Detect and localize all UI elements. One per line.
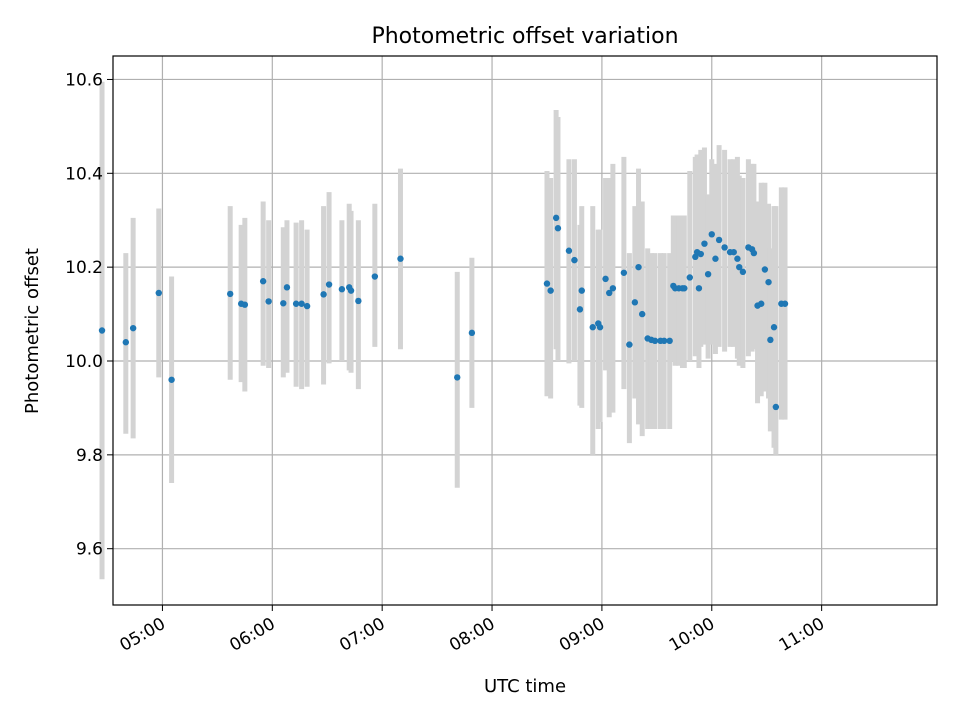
y-axis-ticks: 9.6 9.8 10.0 10.2 10.4 10.6 <box>65 70 113 560</box>
data-point <box>697 250 704 258</box>
data-point <box>666 337 673 345</box>
data-point <box>596 324 604 331</box>
data-point <box>454 374 461 381</box>
data-point <box>325 281 333 288</box>
data-point <box>578 287 585 294</box>
data-point <box>730 248 737 256</box>
data-point <box>565 247 573 254</box>
y-tick-label: 9.8 <box>76 446 103 466</box>
x-axis-label: UTC time <box>484 676 566 697</box>
data-point <box>631 299 639 306</box>
data-point <box>635 263 642 271</box>
data-point <box>292 300 300 307</box>
data-point <box>168 376 175 383</box>
y-tick-label: 9.6 <box>76 540 103 560</box>
data-point <box>736 263 743 271</box>
data-point <box>704 270 712 278</box>
data-point <box>259 278 267 285</box>
data-point <box>298 300 305 307</box>
data-point <box>695 285 703 292</box>
data-point <box>547 287 554 294</box>
data-point <box>571 256 578 264</box>
data-point <box>721 244 728 251</box>
data-point <box>129 324 137 332</box>
data-point <box>265 298 272 305</box>
data-point <box>226 290 234 298</box>
data-point <box>761 266 769 273</box>
data-point <box>739 268 747 276</box>
chart-title: Photometric offset variation <box>371 24 678 49</box>
data-point <box>338 286 346 293</box>
data-point <box>701 240 708 247</box>
data-point <box>576 306 584 313</box>
data-point <box>770 324 778 331</box>
data-point <box>660 337 668 345</box>
data-point <box>602 275 609 283</box>
data-point <box>626 341 633 348</box>
y-axis-label: Photometric offset <box>22 248 43 414</box>
data-point <box>620 269 628 276</box>
data-point <box>767 336 774 344</box>
data-point <box>606 289 613 297</box>
plot-frame <box>112 55 938 606</box>
data-point <box>772 403 780 411</box>
y-tick-label: 10.4 <box>65 164 103 184</box>
data-point <box>651 337 659 345</box>
y-tick-label: 10.2 <box>65 258 103 278</box>
data-point <box>712 255 719 262</box>
y-tick-label: 10.6 <box>65 70 103 90</box>
data-point <box>241 301 249 308</box>
data-point <box>734 255 741 262</box>
data-point <box>758 300 765 307</box>
data-point <box>283 284 291 291</box>
data-point <box>609 285 617 292</box>
data-point <box>303 302 311 310</box>
data-points <box>98 214 789 411</box>
data-point <box>589 324 596 331</box>
data-point <box>681 285 688 292</box>
data-point <box>155 289 162 297</box>
data-point <box>552 214 560 222</box>
data-point <box>638 310 646 318</box>
data-point <box>554 225 562 232</box>
data-point <box>122 339 130 346</box>
data-point <box>750 249 758 257</box>
data-point <box>686 274 693 281</box>
data-point <box>347 287 355 294</box>
data-point <box>715 236 723 244</box>
y-tick-label: 10.0 <box>65 352 103 372</box>
data-point <box>280 300 287 307</box>
data-point <box>98 327 106 334</box>
data-point <box>708 231 715 238</box>
data-point <box>355 297 362 305</box>
data-point <box>371 273 379 280</box>
data-point <box>468 329 476 337</box>
data-point <box>320 291 327 298</box>
data-point <box>765 278 772 286</box>
data-point <box>543 280 551 287</box>
data-point <box>397 255 404 262</box>
data-point <box>781 300 789 307</box>
